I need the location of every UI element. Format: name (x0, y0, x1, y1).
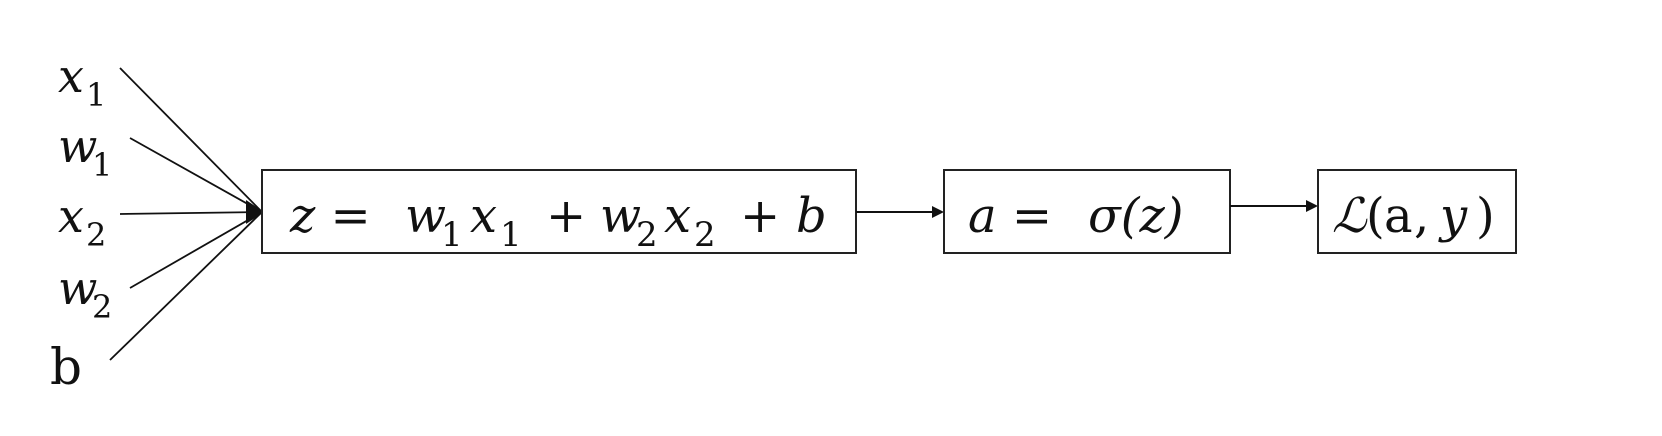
w1-subscript: 1 (92, 146, 112, 184)
loss-open-paren: ( (1366, 188, 1385, 244)
wire-w2 (129, 211, 263, 289)
w2-base: w (58, 261, 97, 315)
node-loss: ℒ ( a , y ) (1317, 169, 1517, 254)
wire-x1 (119, 67, 263, 213)
x1-subscript: 1 (86, 76, 106, 114)
z-term-w2-sub: 2 (636, 215, 658, 255)
loss-comma: , (1414, 188, 1429, 244)
a-lhs: a = (968, 188, 1052, 244)
b-label: b (50, 338, 82, 396)
z-term-x2-sub: 2 (694, 215, 716, 255)
loss-symbol: ℒ (1332, 188, 1368, 244)
w2-subscript: 2 (92, 288, 112, 326)
node-z: z = w 1 x 1 + w 2 x 2 + b (261, 169, 857, 255)
node-a-box (943, 169, 1231, 254)
wire-w1 (129, 137, 263, 213)
w1-base: w (58, 119, 97, 173)
loss-close-paren: ) (1476, 188, 1495, 244)
wire-b (109, 211, 263, 361)
input-label-w2: w 2 (58, 261, 112, 326)
z-term-x1-sub: 1 (500, 215, 522, 255)
z-term-w1-sub: 1 (441, 215, 463, 255)
input-label-w1: w 1 (58, 119, 112, 184)
loss-arg-a: a (1384, 188, 1413, 244)
z-term-b: b (796, 188, 827, 244)
z-term-x2-base: x (664, 188, 691, 244)
z-term-x1-base: x (470, 188, 497, 244)
input-label-b: b (50, 338, 82, 396)
x1-base: x (58, 49, 84, 103)
wire-x2 (119, 211, 263, 215)
loss-arg-y: y (1438, 188, 1468, 244)
input-label-x1: x 1 (58, 49, 106, 114)
node-loss-box (1317, 169, 1517, 254)
z-lhs: z = (289, 188, 371, 244)
z-term-w1-base: w (405, 188, 446, 244)
node-a: a = σ(z) (943, 169, 1231, 254)
z-term-w2-base: w (600, 188, 641, 244)
input-merge-arrowhead (246, 200, 264, 224)
x2-subscript: 2 (86, 216, 106, 254)
x2-base: x (58, 189, 84, 243)
z-plus-1: + (546, 188, 586, 244)
input-label-x2: x 2 (58, 189, 106, 254)
z-plus-2: + (740, 188, 780, 244)
a-rhs-sigma: σ(z) (1088, 188, 1184, 244)
